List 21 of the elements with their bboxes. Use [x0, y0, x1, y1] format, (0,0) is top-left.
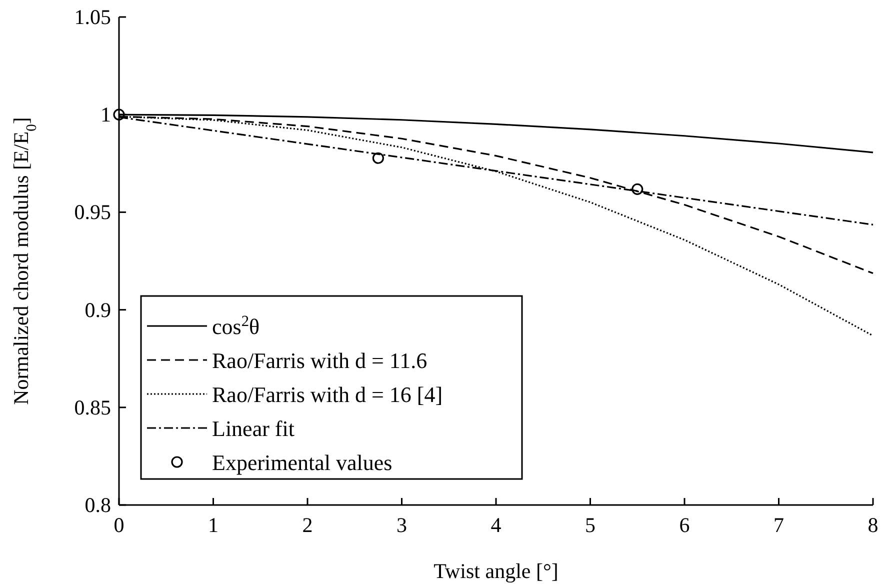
- x-tick-label: 2: [302, 513, 313, 537]
- x-axis-title: Twist angle [°]: [434, 559, 558, 583]
- y-tick-label: 0.9: [84, 298, 111, 322]
- legend-label: Rao/Farris with d = 16 [4]: [212, 382, 443, 407]
- y-tick-label: 1.05: [74, 5, 111, 29]
- legend-label: cos$^{2}$θ: [212, 312, 260, 339]
- x-tick-label: 8: [868, 513, 878, 537]
- legend-label: Linear fit: [212, 416, 294, 441]
- x-tick-label: 1: [208, 513, 218, 537]
- y-tick-label: 1: [100, 102, 111, 127]
- legend-label: Rao/Farris with d = 11.6: [212, 348, 428, 373]
- x-tick-label: 7: [774, 513, 784, 537]
- x-tick-label: 3: [396, 513, 407, 537]
- legend-label: Experimental values: [212, 450, 392, 475]
- y-tick-label: 0.95: [74, 200, 111, 224]
- x-tick-label: 6: [679, 513, 690, 537]
- x-tick-label: 4: [490, 513, 502, 537]
- x-tick-label: 5: [585, 513, 596, 537]
- y-tick-label: 0.8: [84, 493, 111, 517]
- y-tick-label: 0.85: [74, 395, 111, 420]
- x-tick-label: 0: [114, 513, 124, 537]
